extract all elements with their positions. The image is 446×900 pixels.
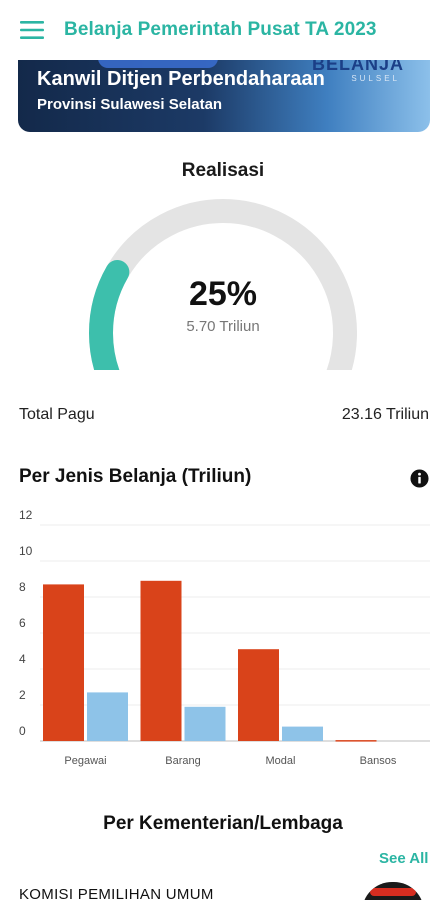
x-tick-label: Modal <box>266 755 296 767</box>
bar-pegawai-2 <box>87 692 128 741</box>
realisasi-gauge <box>89 199 357 370</box>
info-icon[interactable] <box>410 469 429 488</box>
y-tick-label: 10 <box>19 544 33 558</box>
hamburger-menu-icon[interactable] <box>0 0 64 60</box>
bar-modal-1 <box>238 649 279 741</box>
x-tick-label: Pegawai <box>64 755 106 767</box>
bar-modal-2 <box>282 726 323 741</box>
gauge-fill <box>89 260 130 370</box>
banner-title: Kanwil Ditjen Perbendaharaan <box>37 68 325 90</box>
kementerian-title: Per Kementerian/Lembaga <box>103 813 343 834</box>
realisasi-percent: 25% <box>188 275 258 313</box>
app-title: Belanja Pemerintah Pusat TA 2023 <box>64 19 377 40</box>
kpu-logo-icon <box>362 882 424 900</box>
y-tick-label: 2 <box>19 688 26 702</box>
y-tick-label: 8 <box>19 580 26 594</box>
y-tick-label: 0 <box>19 724 26 738</box>
header-banner: BELANJA SULSEL Kanwil Ditjen Perbendahar… <box>18 60 430 132</box>
realisasi-value: 5.70 Triliun <box>186 318 260 335</box>
banner-decoration <box>98 60 218 68</box>
bar-barang-1 <box>140 580 182 741</box>
app-bar: Belanja Pemerintah Pusat TA 2023 <box>0 0 446 60</box>
banner-logo-sub: SULSEL <box>351 74 400 83</box>
bar-bansos-1 <box>335 740 377 742</box>
bar-barang-2 <box>184 706 226 741</box>
banner-subtitle: Provinsi Sulawesi Selatan <box>37 96 223 113</box>
bar-pegawai-1 <box>43 584 84 741</box>
realisasi-title: Realisasi <box>181 160 265 181</box>
y-tick-label: 6 <box>19 616 26 630</box>
y-tick-label: 12 <box>19 508 33 522</box>
chart-title: Per Jenis Belanja (Triliun) <box>19 466 252 487</box>
y-tick-label: 4 <box>19 652 26 666</box>
total-pagu-row: Total Pagu 23.16 Triliun <box>19 406 429 424</box>
see-all-link[interactable]: See All <box>379 850 429 867</box>
x-tick-label: Bansos <box>360 755 397 767</box>
kementerian-item-name[interactable]: KOMISI PEMILIHAN UMUM <box>19 886 214 900</box>
total-pagu-value: 23.16 Triliun <box>341 406 429 423</box>
jenis-belanja-bar-chart: 0 2 4 6 8 10 12 Pegawai Barang Modal Bansos <box>19 508 430 767</box>
total-pagu-label: Total Pagu <box>19 406 95 423</box>
x-tick-label: Barang <box>165 755 200 767</box>
banner-logo-word: BELANJA <box>311 60 404 74</box>
